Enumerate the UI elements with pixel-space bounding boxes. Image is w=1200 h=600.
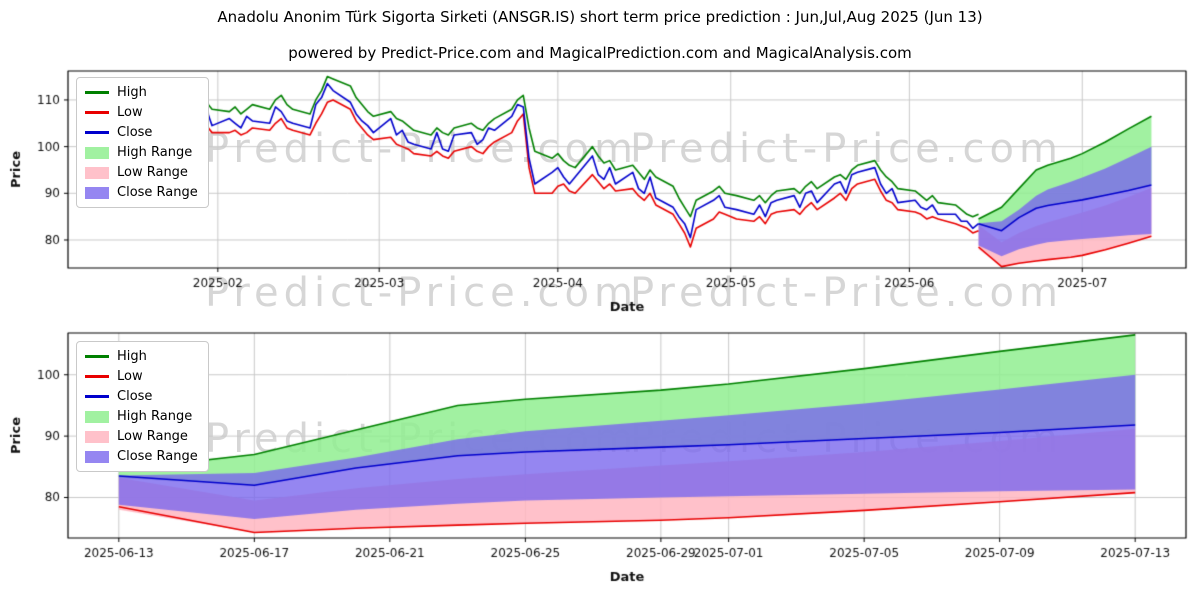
chart-subtitle: powered by Predict-Price.com and Magical… (288, 44, 912, 62)
legend-bottom-chart: High Low Close High Range Low Range Close Ran… (76, 341, 209, 472)
legend-item-close-range: Close Range (85, 448, 198, 465)
legend-label-low: Low (117, 105, 143, 120)
legend-item-low: Low (85, 368, 198, 385)
legend-swatch-low-range (85, 430, 109, 443)
legend-item-close: Close (85, 124, 198, 141)
legend-item-low: Low (85, 104, 198, 121)
legend-label-high: High (117, 349, 147, 364)
legend-swatch-high (85, 355, 109, 358)
legend-swatch-close-range (85, 186, 109, 199)
legend-label-low-range: Low Range (117, 429, 188, 444)
legend-swatch-close (85, 395, 109, 398)
legend-item-close-range: Close Range (85, 184, 198, 201)
legend-label-close: Close (117, 389, 153, 404)
legend-label-close: Close (117, 125, 153, 140)
legend-label-low: Low (117, 369, 143, 384)
legend-label-close-range: Close Range (117, 185, 198, 200)
legend-swatch-high-range (85, 146, 109, 159)
legend-item-high: High (85, 348, 198, 365)
legend-label-low-range: Low Range (117, 165, 188, 180)
legend-label-high-range: High Range (117, 409, 193, 424)
legend-label-close-range: Close Range (117, 449, 198, 464)
legend-item-low-range: Low Range (85, 164, 198, 181)
legend-top-chart: High Low Close High Range Low Range Close Ran… (76, 77, 209, 208)
legend-item-close: Close (85, 388, 198, 405)
legend-item-high-range: High Range (85, 144, 198, 161)
legend-swatch-high (85, 91, 109, 94)
legend-swatch-low-range (85, 166, 109, 179)
legend-label-high: High (117, 85, 147, 100)
legend-item-low-range: Low Range (85, 428, 198, 445)
legend-swatch-low (85, 111, 109, 114)
legend-swatch-high-range (85, 410, 109, 423)
legend-swatch-low (85, 375, 109, 378)
legend-label-high-range: High Range (117, 145, 193, 160)
legend-swatch-close (85, 131, 109, 134)
legend-item-high: High (85, 84, 198, 101)
legend-swatch-close-range (85, 450, 109, 463)
legend-item-high-range: High Range (85, 408, 198, 425)
chart-title: Anadolu Anonim Türk Sigorta Sirketi (ANS… (217, 8, 983, 26)
